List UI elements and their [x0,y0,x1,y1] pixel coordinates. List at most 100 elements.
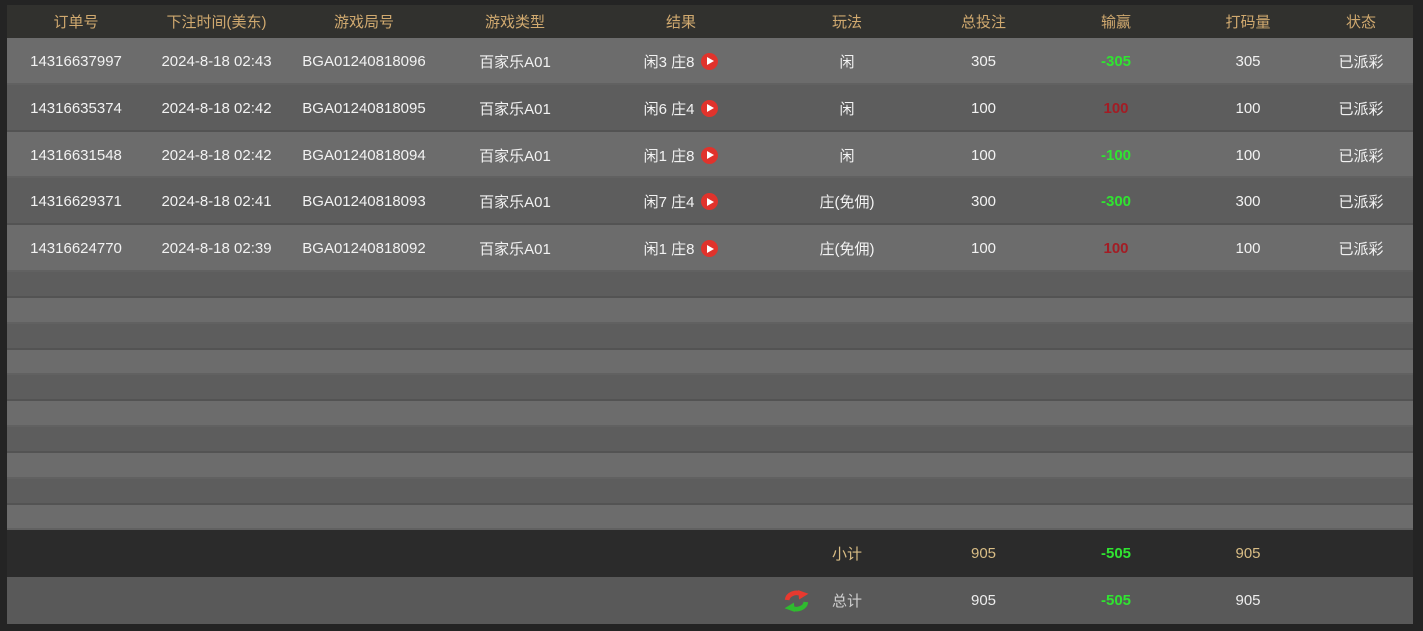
cell-bet_time [145,272,288,298]
cell-play: 闲 [839,100,855,118]
cell-turnover [1187,505,1309,531]
cell-order_id [7,350,145,376]
cell-status: 已派彩 [1338,53,1384,71]
cell-order_id [7,427,145,453]
cell-order_id [7,401,145,427]
cell-bet_time [145,401,288,427]
header-cell-order_id: 订单号 [53,14,99,31]
cell-total_bet: 305 [970,52,997,70]
cell-turnover [1187,427,1309,453]
cell-round_id [288,427,440,453]
cell-order_id: 14316635374 [30,99,122,117]
cell-round_id: BGA01240818093 [302,193,426,211]
cell-game_type: 百家乐A01 [479,241,551,259]
header-cell-game_type: 游戏类型 [484,14,545,31]
cell-game_type [440,427,590,453]
cell-game_type [440,324,590,350]
cell-result [590,375,772,401]
cell-play [772,324,922,350]
cell-game_type [440,479,590,505]
cell-round_id [288,298,440,324]
cell-status [1309,375,1413,401]
cell-game_type [440,401,590,427]
result-text: 闲7 庄4 [643,194,695,212]
table-row: 14316637997 2024-8-18 02:43 BGA01240818096… [7,38,1413,85]
cell-round_id [288,375,440,401]
total-win-loss: -505 [1100,592,1132,610]
table-row-empty [7,401,1413,428]
cell-result [590,298,772,324]
refresh-icon[interactable] [784,589,809,612]
cell-result: 闲1 庄8 [590,132,772,179]
cell-round_id: BGA01240818096 [302,52,426,70]
cell-round_id [288,324,440,350]
cell-play: 闲 [839,53,855,71]
cell-round_id: BGA01240818094 [302,146,426,164]
total-total-bet: 905 [970,592,997,610]
cell-win_loss: -305 [1100,52,1132,70]
table-header: 订单号 下注时间(美东) 游戏局号 游戏类型 结果 玩法 总投注 输赢 打码量 状态 [7,5,1413,38]
cell-order_id: 14316637997 [30,52,122,70]
header-cell-round_id: 游戏局号 [333,14,394,31]
cell-play: 庄(免佣) [819,194,875,212]
play-icon[interactable] [701,240,719,258]
cell-turnover [1187,479,1309,505]
bet-records-table: 订单号 下注时间(美东) 游戏局号 游戏类型 结果 玩法 总投注 输赢 打码量 状态 143166… [7,5,1413,625]
cell-total_bet [922,298,1045,324]
table-row: 14316631548 2024-8-18 02:42 BGA01240818094… [7,131,1413,179]
cell-turnover: 300 [1235,193,1261,211]
cell-total_bet: 100 [970,146,997,164]
cell-win_loss: 100 [1103,240,1129,258]
cell-status: 已派彩 [1338,241,1384,259]
header-cell-turnover: 打码量 [1225,14,1271,31]
subtotal-spacer [7,530,145,577]
cell-turnover [1187,453,1309,479]
cell-bet_time [145,375,288,401]
cell-result [590,272,772,298]
play-icon[interactable] [701,193,719,211]
cell-bet_time [145,298,288,324]
cell-turnover [1187,375,1309,401]
cell-win_loss [1045,505,1187,531]
cell-play [772,298,922,324]
play-icon[interactable] [701,52,719,70]
table-row: 14316624770 2024-8-18 02:39 BGA01240818092… [7,225,1413,273]
cell-win_loss: -100 [1100,146,1132,164]
cell-result [590,427,772,453]
cell-bet_time: 2024-8-18 02:42 [161,99,272,117]
cell-round_id [288,272,440,298]
cell-turnover [1187,272,1309,298]
cell-bet_time: 2024-8-18 02:39 [161,240,272,258]
total-turnover: 905 [1235,592,1261,610]
cell-total_bet: 100 [970,240,997,258]
cell-round_id: BGA01240818092 [302,240,426,258]
play-icon[interactable] [701,99,719,117]
cell-bet_time [145,427,288,453]
cell-total_bet: 300 [970,193,997,211]
table-row-empty [7,297,1413,324]
cell-order_id: 14316624770 [30,240,122,258]
cell-result: 闲6 庄4 [590,85,772,132]
header-cell-result: 结果 [665,14,696,31]
result-text: 闲1 庄8 [643,241,695,259]
play-icon[interactable] [701,146,719,164]
cell-result [590,401,772,427]
cell-result: 闲3 庄8 [590,38,772,85]
cell-order_id [7,298,145,324]
cell-status [1309,298,1413,324]
cell-result: 闲1 庄8 [590,225,772,272]
result-text: 闲3 庄8 [643,53,695,71]
cell-order_id [7,453,145,479]
cell-total_bet [922,505,1045,531]
cell-order_id: 14316629371 [30,193,122,211]
cell-win_loss [1045,453,1187,479]
cell-game_type [440,350,590,376]
cell-bet_time [145,350,288,376]
cell-round_id [288,350,440,376]
cell-game_type: 百家乐A01 [479,100,551,118]
cell-total_bet [922,350,1045,376]
header-cell-status: 状态 [1345,14,1376,31]
cell-status: 已派彩 [1338,194,1384,212]
cell-total_bet [922,401,1045,427]
subtotal-win-loss: -505 [1100,545,1132,563]
